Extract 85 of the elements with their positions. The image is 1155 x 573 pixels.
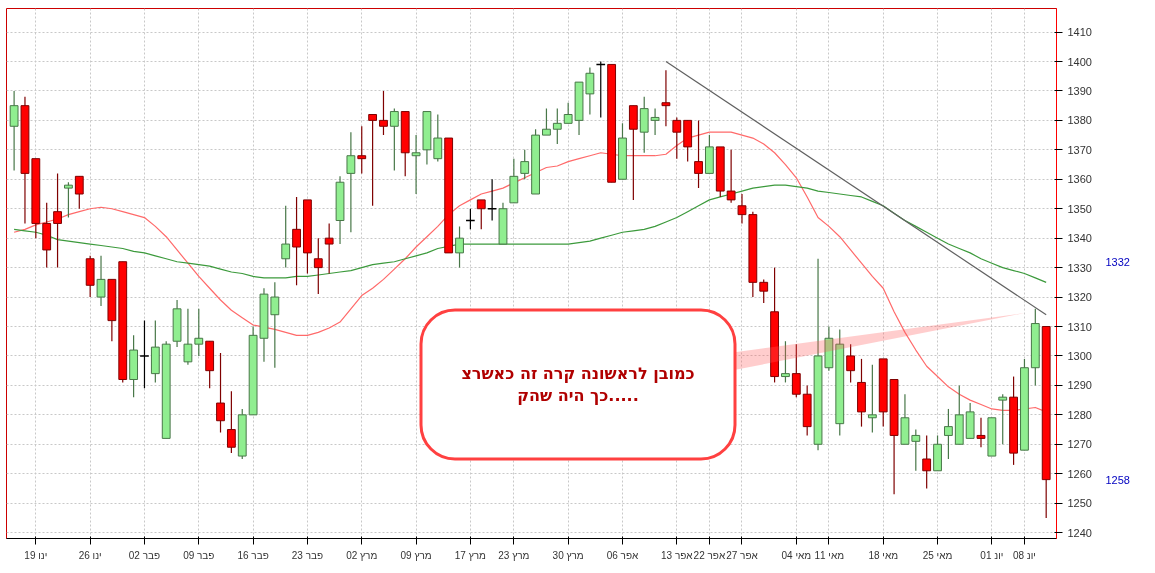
y-tick-label: 1390	[1067, 84, 1092, 97]
candlestick	[292, 196, 301, 286]
candlestick	[542, 108, 551, 136]
candlestick	[759, 278, 769, 304]
x-tick-label: 02 פבר	[128, 549, 161, 561]
candlestick	[96, 255, 106, 307]
x-tick-label: 09 פבר	[183, 549, 215, 561]
y-tick-label: 1360	[1067, 173, 1092, 186]
candlestick	[313, 237, 323, 295]
x-tick-label: 23 מרץ	[498, 549, 530, 561]
y-tick-label: 1400	[1067, 55, 1092, 68]
candlestick	[194, 308, 204, 357]
x-tick-label: 13 אפר	[660, 549, 694, 561]
y-tick-label: 1340	[1067, 232, 1092, 245]
candlestick	[639, 96, 649, 154]
x-tick-label: 25 מאי	[922, 549, 953, 561]
candlestick	[324, 222, 334, 275]
x-tick-label: 09 מרץ	[400, 549, 432, 561]
x-tick-label: 30 מרץ	[552, 549, 584, 561]
x-tick-label: 26 ינו	[78, 549, 102, 561]
candlestick	[411, 134, 421, 195]
x-tick-label: 01 יונ	[980, 549, 1004, 561]
y-tick-label: 1410	[1067, 26, 1092, 39]
candlestick	[552, 108, 562, 145]
x-tick-label: 17 מרץ	[454, 549, 487, 561]
y-tick-label: 1330	[1067, 261, 1092, 274]
y-tick-label: 1260	[1067, 467, 1092, 480]
candlestick	[650, 108, 660, 136]
candlestick	[9, 90, 19, 172]
candlestick	[53, 172, 62, 269]
x-tick-label: 22 אפר	[693, 549, 726, 561]
y-tick-label: 1380	[1067, 114, 1092, 127]
candlestick	[846, 343, 856, 384]
candlestick	[791, 343, 801, 398]
candlestick	[726, 149, 736, 204]
x-tick-label: 16 פבר	[237, 549, 269, 561]
y-tick-label: 1250	[1067, 497, 1092, 510]
y-tick-label: 1280	[1067, 408, 1092, 421]
x-tick-label: 27 אפר	[726, 549, 759, 561]
candlestick	[520, 149, 530, 180]
candlestick	[867, 364, 877, 434]
candlestick	[628, 105, 638, 201]
x-tick-label: 23 פבר	[291, 549, 324, 561]
candlestick	[216, 352, 225, 434]
candlestick	[346, 131, 356, 233]
candlestick	[943, 408, 953, 460]
candlestick	[183, 308, 193, 366]
y-tick-label: 1240	[1067, 526, 1092, 539]
candlestick	[368, 113, 378, 207]
candlestick	[357, 125, 367, 174]
candlestick	[281, 205, 291, 269]
y-tick-label: 1320	[1067, 291, 1092, 304]
candlestick	[455, 225, 464, 269]
y-tick-label: 1290	[1067, 379, 1092, 392]
y-tick-label: 1350	[1067, 202, 1092, 215]
x-tick-label: 06 אפר	[606, 549, 640, 561]
y-tick-label: 1370	[1067, 143, 1092, 156]
candlestick	[976, 417, 986, 448]
candlestick	[139, 320, 150, 389]
candlestick	[998, 393, 1008, 445]
candlestick	[226, 390, 236, 454]
x-tick-label: 08 יונ	[1012, 549, 1036, 561]
candlestick	[64, 181, 73, 219]
x-tick-label: 11 מאי	[814, 549, 845, 561]
candlestick	[781, 340, 790, 384]
x-tick-label: 04 מאי	[781, 549, 812, 561]
line-series	[13, 184, 1047, 283]
candlestick	[379, 90, 388, 136]
text: 1332	[1105, 255, 1130, 268]
y-tick-label: 1300	[1067, 349, 1092, 362]
candlestick	[694, 119, 703, 189]
candlestick	[433, 113, 443, 163]
candlestick	[476, 199, 486, 230]
x-tick-label: 19 ינו	[24, 549, 48, 561]
text: 1258	[1105, 473, 1130, 486]
candlestick	[389, 108, 399, 172]
y-tick-label: 1270	[1067, 438, 1092, 451]
annotation: כמובן לראשונה קרה זה כאשרצ כך היה שהק.....	[421, 310, 735, 459]
x-tick-label: 02 מרץ	[346, 549, 378, 561]
x-tick-label: 18 מאי	[868, 549, 899, 561]
candlestick	[661, 69, 671, 127]
candlestick	[922, 434, 932, 490]
candlestick	[672, 116, 682, 160]
y-tick-label: 1310	[1067, 320, 1092, 333]
candlestick	[74, 175, 84, 210]
